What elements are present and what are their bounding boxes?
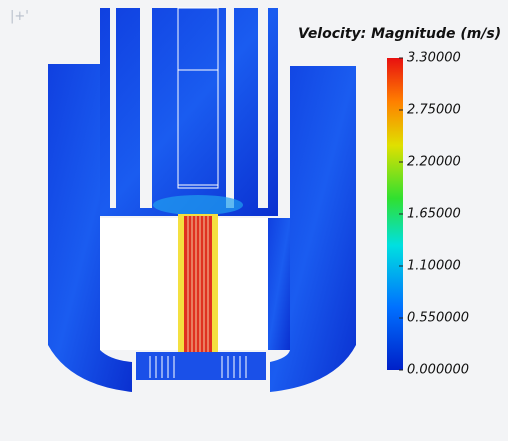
- tick-label: 1.65000: [407, 207, 461, 222]
- tick-label: 0.000000: [407, 363, 469, 378]
- tick-label: 2.75000: [407, 103, 461, 118]
- tick-label: 3.30000: [407, 51, 461, 66]
- colorbar-title: Velocity: Magnitude (m/s): [298, 26, 501, 42]
- tick-label: 2.20000: [407, 155, 461, 170]
- viewer: |+' Ve: [0, 0, 508, 441]
- tick-label: 1.10000: [407, 259, 461, 274]
- toolbar-icon[interactable]: |+': [10, 9, 29, 24]
- tick-label: 0.550000: [407, 311, 469, 326]
